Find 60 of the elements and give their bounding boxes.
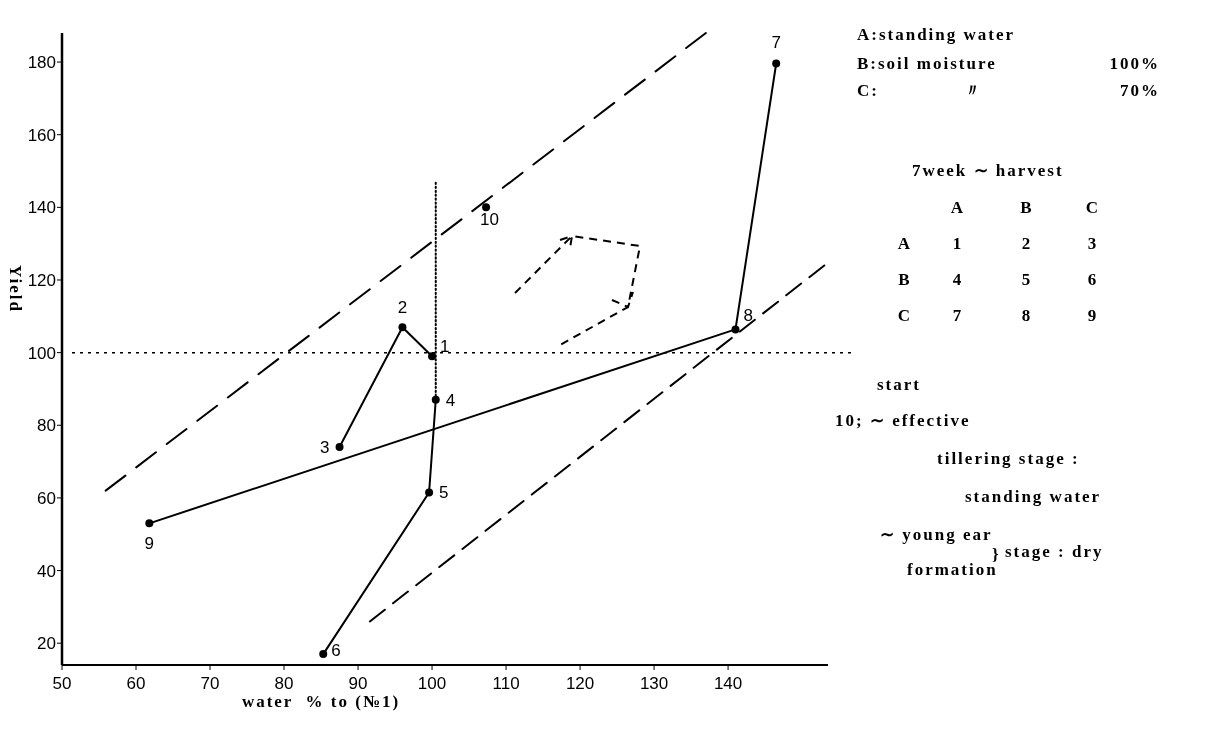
text: standing water (965, 487, 1102, 506)
annotation: 7 (771, 32, 781, 52)
text: ∼ young ear (880, 525, 993, 544)
y-tick-label: 100 (27, 343, 56, 363)
annotation: 9 (144, 534, 155, 554)
x-tick-label: 70 (200, 674, 220, 693)
text: A (897, 234, 913, 253)
text: 7 (952, 306, 964, 325)
text: A (950, 198, 966, 217)
text: start (877, 375, 921, 394)
text: B:soil moisture (857, 54, 997, 73)
text: C (1085, 198, 1101, 217)
text: stage : dry (1005, 542, 1104, 561)
annotation: 1 (440, 337, 450, 357)
y-tick-label: 180 (27, 53, 56, 73)
text: 2 (1021, 234, 1033, 253)
x-tick-label: 140 (713, 674, 743, 693)
x-tick-label: 110 (492, 674, 520, 693)
text: B (1020, 198, 1034, 217)
text: B (898, 270, 912, 289)
text: 7week ∼ harvest (912, 161, 1064, 180)
x-tick-label: 100 (417, 674, 447, 693)
text: C: (857, 81, 879, 100)
y-tick-label: 140 (27, 198, 56, 218)
text: C (897, 306, 913, 325)
text: 5 (1021, 270, 1033, 289)
text: 10; ∼ effective (835, 411, 971, 430)
x-tick-label: 80 (274, 674, 294, 693)
x-tick-label: 130 (639, 674, 669, 693)
annotation: 2 (397, 298, 408, 318)
y-axis-title: Yield (6, 264, 25, 314)
text: tillering stage : (937, 449, 1080, 468)
x-tick-label: 90 (348, 674, 368, 693)
y-tick-label: 20 (37, 634, 56, 654)
y-tick-label: 120 (27, 270, 56, 290)
text: } (992, 545, 1001, 564)
text: 〃 (963, 81, 983, 100)
x-tick-label: 120 (565, 674, 595, 693)
text: A:standing water (857, 25, 1016, 44)
annotation: 8 (743, 306, 753, 326)
y-tick-label: 160 (27, 125, 56, 145)
annotation: 3 (320, 438, 330, 458)
text: 100% (1109, 54, 1160, 73)
y-tick-label: 80 (37, 416, 56, 436)
annotation: 4 (445, 390, 456, 410)
text: 3 (1087, 234, 1099, 253)
x-tick-label: 60 (126, 674, 146, 693)
x-axis-title: water % to (№1) (241, 692, 401, 711)
annotation: 5 (439, 483, 449, 503)
text: 8 (1021, 306, 1033, 325)
text: 1 (952, 234, 964, 253)
y-tick-label: 40 (37, 561, 56, 581)
text: 70% (1120, 81, 1160, 100)
y-tick-label: 60 (37, 488, 56, 508)
text: 6 (1087, 270, 1099, 289)
text: 4 (952, 270, 964, 289)
annotation: 6 (331, 641, 341, 661)
text: 9 (1087, 306, 1099, 325)
annotation: 10 (480, 210, 499, 230)
x-tick-label: 50 (52, 674, 72, 693)
